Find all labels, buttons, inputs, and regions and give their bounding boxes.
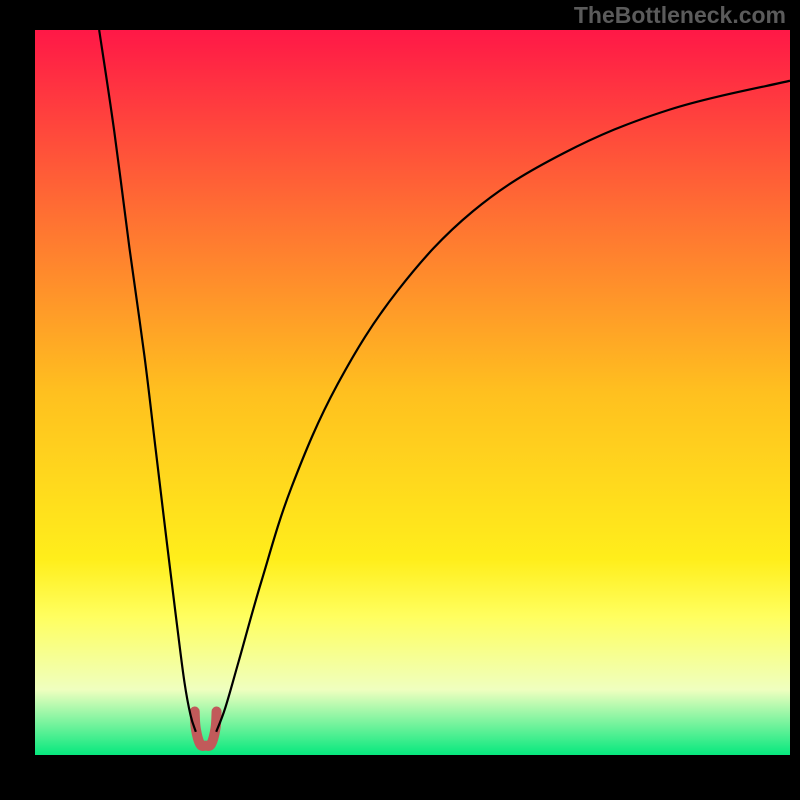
watermark-text: TheBottleneck.com — [574, 2, 786, 29]
curve-right-branch — [216, 81, 790, 732]
chart-frame: TheBottleneck.com — [0, 0, 800, 800]
cusp-marker — [195, 712, 217, 747]
curve-left-branch — [99, 30, 196, 732]
curve-layer — [35, 30, 790, 755]
plot-area — [35, 30, 790, 755]
